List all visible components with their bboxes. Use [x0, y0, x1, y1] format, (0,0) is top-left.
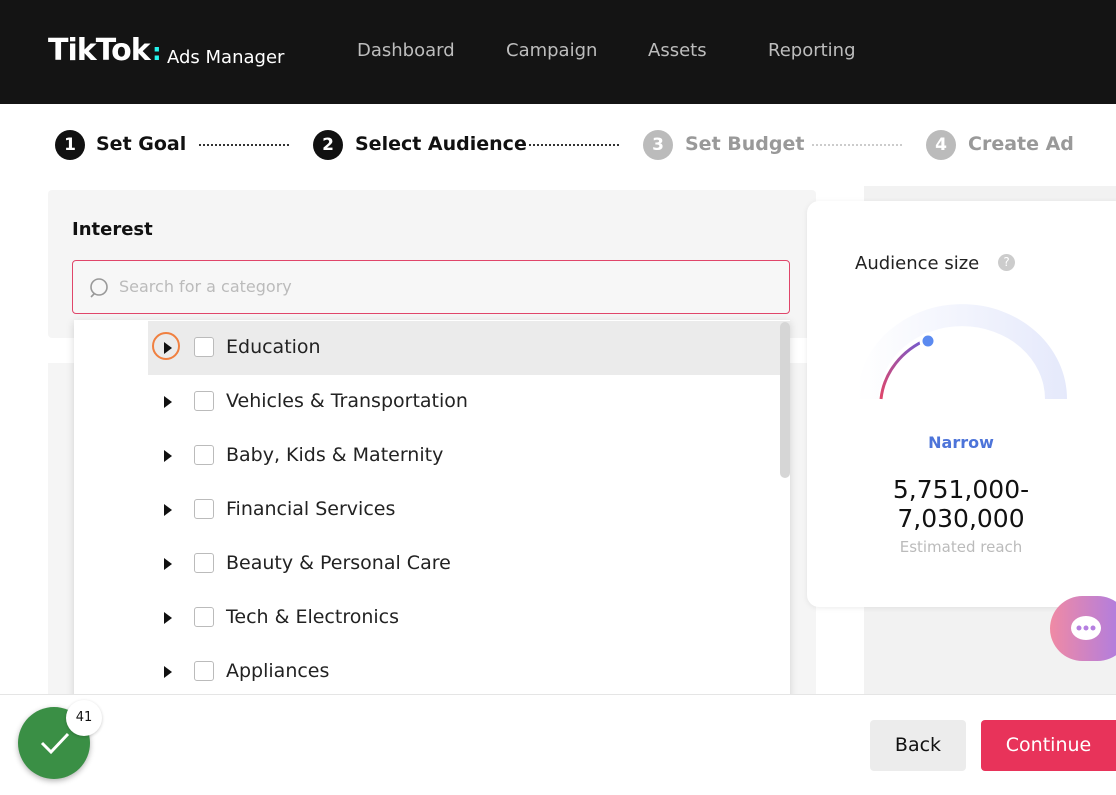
search-box[interactable]: Search for a category: [72, 260, 790, 314]
category-row[interactable]: Education: [148, 321, 790, 375]
category-label: Vehicles & Transportation: [226, 390, 468, 412]
category-label: Beauty & Personal Care: [226, 552, 451, 574]
step-label: Create Ad: [968, 133, 1074, 155]
checkbox[interactable]: [194, 661, 214, 681]
scrollbar: [780, 322, 790, 478]
continue-button[interactable]: Continue: [981, 720, 1116, 771]
step-divider: [812, 144, 902, 146]
category-row[interactable]: Vehicles & Transportation: [148, 375, 790, 429]
reach-line: 5,751,000-: [892, 475, 1030, 504]
chat-icon: [1071, 616, 1101, 640]
back-button[interactable]: Back: [870, 720, 966, 771]
category-label: Baby, Kids & Maternity: [226, 444, 444, 466]
step-label: Select Audience: [355, 133, 527, 155]
expand-arrow[interactable]: [164, 612, 172, 624]
category-label: Education: [226, 336, 321, 358]
expand-arrow[interactable]: [164, 450, 172, 462]
logo-colon: :: [152, 38, 162, 66]
search-icon: [90, 278, 108, 298]
search-placeholder: Search for a category: [119, 277, 292, 296]
check-icon: [40, 732, 70, 755]
category-row[interactable]: Financial Services: [148, 483, 790, 537]
checkbox[interactable]: [194, 499, 214, 519]
checkbox[interactable]: [194, 553, 214, 573]
header: TikTok : Ads Manager Dashboard Campaign …: [0, 0, 1116, 104]
step-number: 1: [55, 130, 85, 160]
category-label: Tech & Electronics: [226, 606, 400, 628]
category-row[interactable]: Appliances: [148, 645, 790, 699]
step-divider: [199, 144, 289, 146]
checkbox[interactable]: [194, 607, 214, 627]
step-divider: [529, 144, 619, 146]
interest-label: Interest: [72, 219, 153, 240]
expand-arrow[interactable]: [164, 396, 172, 408]
category-label: Appliances: [226, 660, 330, 682]
checkbox[interactable]: [194, 391, 214, 411]
category-row[interactable]: Beauty & Personal Care: [148, 537, 790, 591]
audience-gauge: [857, 304, 1067, 400]
reach-label: Estimated reach: [899, 538, 1023, 556]
logo-suffix: Ads Manager: [167, 47, 285, 68]
expand-arrow[interactable]: [164, 558, 172, 570]
focus-ring: [152, 332, 180, 360]
expand-arrow[interactable]: [164, 666, 172, 678]
nav-link[interactable]: Campaign: [506, 40, 598, 61]
step-number: 4: [926, 130, 956, 160]
reach-line: 7,030,000: [897, 504, 1025, 533]
step-number: 3: [643, 130, 673, 160]
nav-link[interactable]: Assets: [648, 40, 707, 61]
audience-card: Audience size ? Narrow 5,751,000- 7,030,…: [807, 201, 1116, 607]
chat-button[interactable]: [1050, 596, 1116, 661]
step-label: Set Goal: [96, 133, 187, 155]
logo[interactable]: TikTok: [48, 33, 151, 68]
category-label: Financial Services: [226, 498, 396, 520]
category-row[interactable]: Baby, Kids & Maternity: [148, 429, 790, 483]
expand-arrow[interactable]: [164, 504, 172, 516]
reach: 5,751,000- 7,030,000: [807, 475, 1115, 533]
category-dropdown: Education Vehicles & Transportation Baby, …: [74, 320, 790, 733]
help-icon[interactable]: ?: [998, 254, 1015, 271]
checkbox[interactable]: [194, 337, 214, 357]
step-number: 2: [313, 130, 343, 160]
checkbox[interactable]: [194, 445, 214, 465]
audience-title: Audience size: [855, 253, 980, 274]
step-label: Set Budget: [685, 133, 805, 155]
nav-link[interactable]: Dashboard: [357, 40, 455, 61]
audience-level: Narrow: [928, 433, 994, 452]
category-row[interactable]: Tech & Electronics: [148, 591, 790, 645]
nav-link[interactable]: Reporting: [768, 40, 856, 61]
badge: 41: [66, 700, 102, 736]
